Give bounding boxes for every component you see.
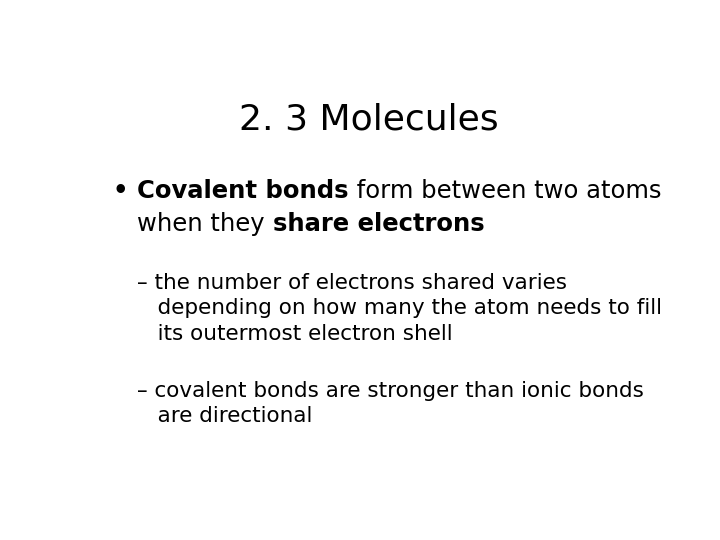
Text: – the number of electrons shared varies
   depending on how many the atom needs : – the number of electrons shared varies … [138,273,662,344]
Text: form between two atoms: form between two atoms [349,179,662,203]
Text: 2. 3 Molecules: 2. 3 Molecules [239,102,499,136]
Text: – covalent bonds are stronger than ionic bonds
   are directional: – covalent bonds are stronger than ionic… [138,381,644,427]
Text: •: • [112,179,128,203]
Text: Covalent bonds: Covalent bonds [138,179,349,203]
Text: share electrons: share electrons [273,212,485,235]
Text: when they: when they [138,212,273,235]
